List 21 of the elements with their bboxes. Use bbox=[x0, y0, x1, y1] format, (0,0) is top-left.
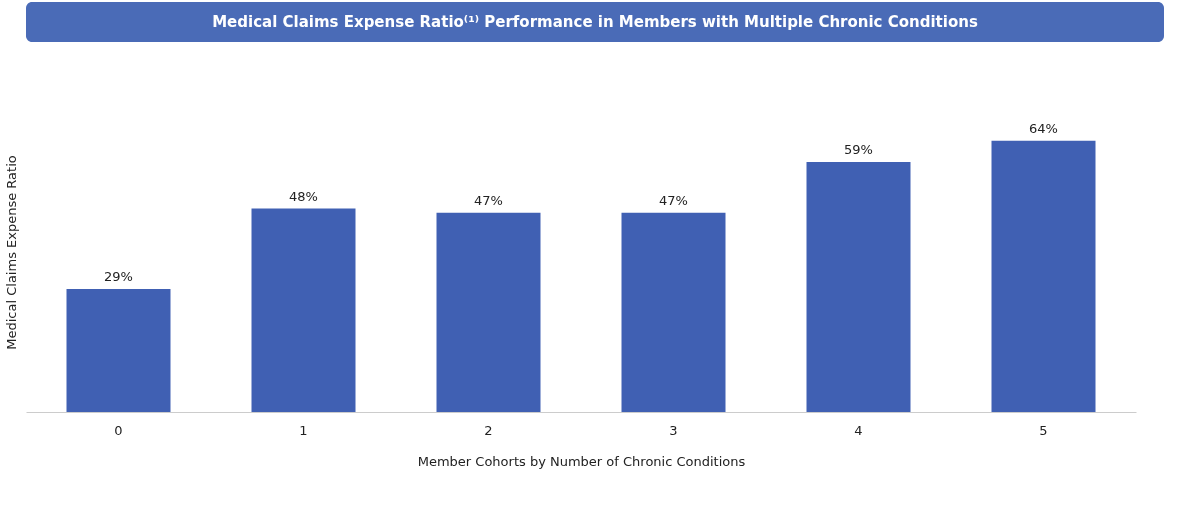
bar bbox=[436, 212, 541, 412]
x-tick-label: 5 bbox=[1039, 422, 1048, 438]
x-tick-label: 1 bbox=[299, 422, 308, 438]
x-tick-label: 4 bbox=[854, 422, 863, 438]
data-label: 64% bbox=[1029, 120, 1058, 136]
bar bbox=[806, 162, 911, 412]
data-label: 47% bbox=[474, 192, 503, 208]
data-label: 47% bbox=[659, 192, 688, 208]
x-tick-label: 0 bbox=[114, 422, 123, 438]
bar bbox=[621, 212, 726, 412]
bar bbox=[66, 289, 171, 412]
bar bbox=[251, 208, 356, 412]
data-label: 59% bbox=[844, 142, 873, 157]
x-axis-title: Member Cohorts by Number of Chronic Conditions bbox=[417, 453, 746, 469]
y-axis-title: Medical Claims Expense Ratio bbox=[3, 155, 19, 350]
bar bbox=[991, 140, 1096, 412]
chart-title: Medical Claims Expense Ratio⁽¹⁾ Performance in Members with Multiple Chronic Conditions bbox=[212, 13, 978, 31]
x-tick-label: 2 bbox=[484, 422, 493, 438]
data-label: 29% bbox=[104, 269, 133, 285]
x-tick-label: 3 bbox=[669, 422, 678, 438]
data-label: 48% bbox=[289, 188, 318, 204]
